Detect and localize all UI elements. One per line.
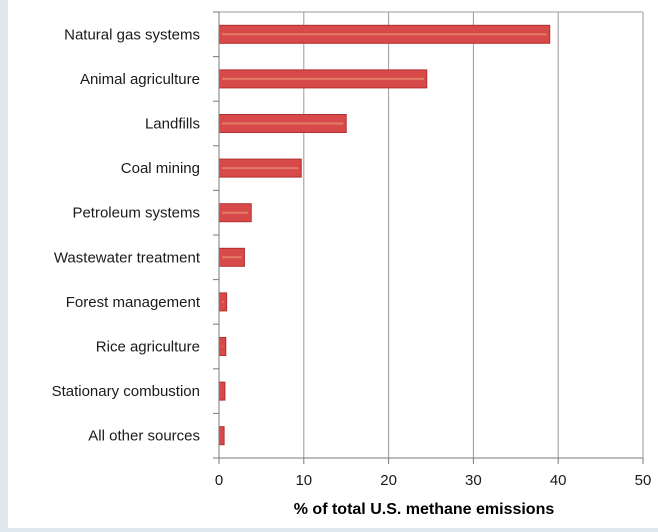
x-tick-label-20: 20 <box>380 472 397 489</box>
x-axis-title: % of total U.S. methane emissions <box>294 501 555 518</box>
category-label-7: Rice agriculture <box>96 339 200 356</box>
category-label-2: Landfills <box>145 116 200 133</box>
category-labels: Natural gas systems Animal agriculture Lan… <box>52 26 201 444</box>
bars <box>218 24 551 446</box>
x-tick-labels: 0 10 20 30 40 50 <box>215 472 652 489</box>
x-tick-label-30: 30 <box>465 472 482 489</box>
x-tick-label-50: 50 <box>635 472 652 489</box>
background-strip-left <box>0 0 8 532</box>
category-label-0: Natural gas systems <box>64 26 200 43</box>
category-label-1: Animal agriculture <box>80 71 200 88</box>
axes <box>213 11 644 464</box>
bar-8 <box>218 381 226 401</box>
category-label-9: All other sources <box>88 428 200 445</box>
category-label-6: Forest management <box>66 294 201 311</box>
bar-9 <box>218 426 225 446</box>
category-label-8: Stationary combustion <box>52 383 200 400</box>
x-tick-label-40: 40 <box>550 472 567 489</box>
background-strip-bottom <box>0 528 658 532</box>
x-tick-label-10: 10 <box>295 472 312 489</box>
grid-lines <box>219 11 644 458</box>
category-label-4: Petroleum systems <box>72 205 200 222</box>
category-label-3: Coal mining <box>121 160 200 177</box>
category-label-5: Wastewater treatment <box>54 249 201 266</box>
x-tick-label-0: 0 <box>215 472 223 489</box>
